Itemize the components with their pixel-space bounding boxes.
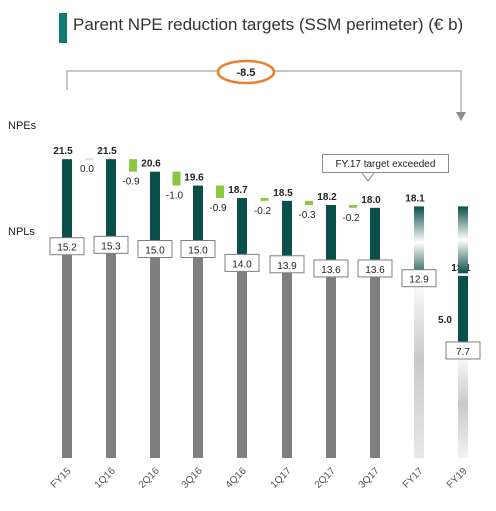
change-value-label: -0.3 [298, 210, 316, 221]
npe-value-label: 20.6 [141, 159, 161, 170]
x-tick-label: 1Q16 [93, 465, 118, 490]
npe-row-label: NPEs [8, 120, 37, 132]
npe-value-label: 21.5 [97, 146, 117, 157]
npl-bar [458, 350, 468, 458]
npl-value-box [357, 259, 393, 278]
change-value-label: -1.0 [166, 191, 184, 202]
npl-bar [62, 246, 72, 458]
x-tick-label: 2Q17 [313, 465, 338, 490]
change-value-label: -0.2 [254, 206, 272, 217]
npe-bar [106, 159, 116, 246]
npl-value-label: 15.3 [101, 241, 121, 252]
npl-value-box [49, 237, 85, 256]
x-tick-label: FY15 [49, 466, 74, 491]
npe-value-label: 18.0 [361, 195, 381, 206]
npl-value-box [93, 235, 129, 254]
npe-value-label: 18.1 [405, 193, 425, 204]
npl-bar [326, 268, 336, 458]
npl-value-label: 15.0 [145, 246, 165, 257]
npl-value-label: 14.0 [232, 259, 252, 270]
npe-bar [414, 206, 424, 279]
npe-bar [237, 198, 247, 264]
change-value-label: -0.2 [342, 213, 360, 224]
fy19-projection-bar [458, 206, 468, 274]
npl-value-label: 7.7 [456, 347, 470, 358]
npl-value-label: 13.6 [365, 265, 385, 276]
x-tick-label: 4Q16 [224, 465, 249, 490]
npl-value-label: 13.9 [277, 261, 297, 272]
npe-value-label: 21.5 [53, 146, 73, 157]
reduction-arrow-head [456, 112, 466, 121]
npe-bar [193, 185, 203, 250]
npe-bar [326, 205, 336, 269]
x-tick-label: FY17 [401, 466, 426, 491]
npl-value-label: 15.0 [188, 246, 208, 257]
npe-value-label: 18.2 [317, 192, 337, 203]
npe-bar [150, 171, 160, 250]
change-bar [305, 200, 313, 206]
npl-bar [237, 263, 247, 458]
x-tick-label: 3Q17 [357, 465, 382, 490]
total-reduction-label: -8.5 [237, 67, 256, 79]
npl-value-label: 12.9 [409, 275, 429, 286]
reduction-highlight-oval [216, 59, 276, 85]
target-callout: FY.17 target exceeded [322, 154, 449, 173]
npl-row-label: NPLs [8, 226, 35, 238]
fy19-gap-label: 5.0 [438, 315, 452, 326]
npl-value-box [401, 269, 437, 288]
change-bar [260, 198, 269, 201]
npe-bar [62, 159, 72, 247]
npe-value-label: 19.6 [184, 173, 204, 184]
npl-bar [414, 278, 424, 458]
npl-value-box [137, 240, 173, 258]
x-tick-label: 3Q16 [180, 465, 205, 490]
title-accent-bar [59, 13, 67, 43]
npl-value-label: 15.2 [57, 243, 77, 254]
change-bar [172, 171, 181, 186]
change-value-label: -0.9 [209, 203, 227, 214]
change-value-label: 0.0 [80, 164, 94, 175]
x-tick-label: FY19 [445, 466, 470, 491]
callout-pointer [361, 172, 375, 182]
change-bar [216, 185, 224, 199]
npl-value-box [269, 255, 305, 274]
change-value-label: -0.9 [122, 177, 140, 188]
change-bar [85, 158, 93, 161]
bar-layer: 21.5 15.2 FY15 21.5 15.3 1Q16 20.6 15.0 2Q16 19.6… [49, 146, 481, 491]
npl-bar [193, 249, 203, 458]
npl-value-box [180, 240, 216, 258]
npl-bar [370, 268, 380, 458]
change-bar [129, 159, 137, 172]
x-tick-label: 2Q16 [137, 465, 162, 490]
npl-bar [282, 264, 292, 458]
npe-value-label: 18.5 [273, 188, 293, 199]
npe-bar [282, 200, 292, 265]
npl-value-box [224, 253, 260, 272]
page-title: Parent NPE reduction targets (SSM perime… [73, 15, 464, 34]
npl-bar [106, 245, 116, 458]
npl-value-box [313, 259, 349, 278]
npl-value-box [445, 341, 481, 360]
change-bar [349, 205, 357, 208]
npl-bar [150, 249, 160, 458]
npe-value-label: 18.7 [228, 185, 248, 196]
npe-bar [458, 275, 468, 351]
npe-bar [370, 207, 380, 269]
x-tick-label: 1Q17 [269, 465, 294, 490]
npl-value-label: 13.6 [321, 265, 341, 276]
